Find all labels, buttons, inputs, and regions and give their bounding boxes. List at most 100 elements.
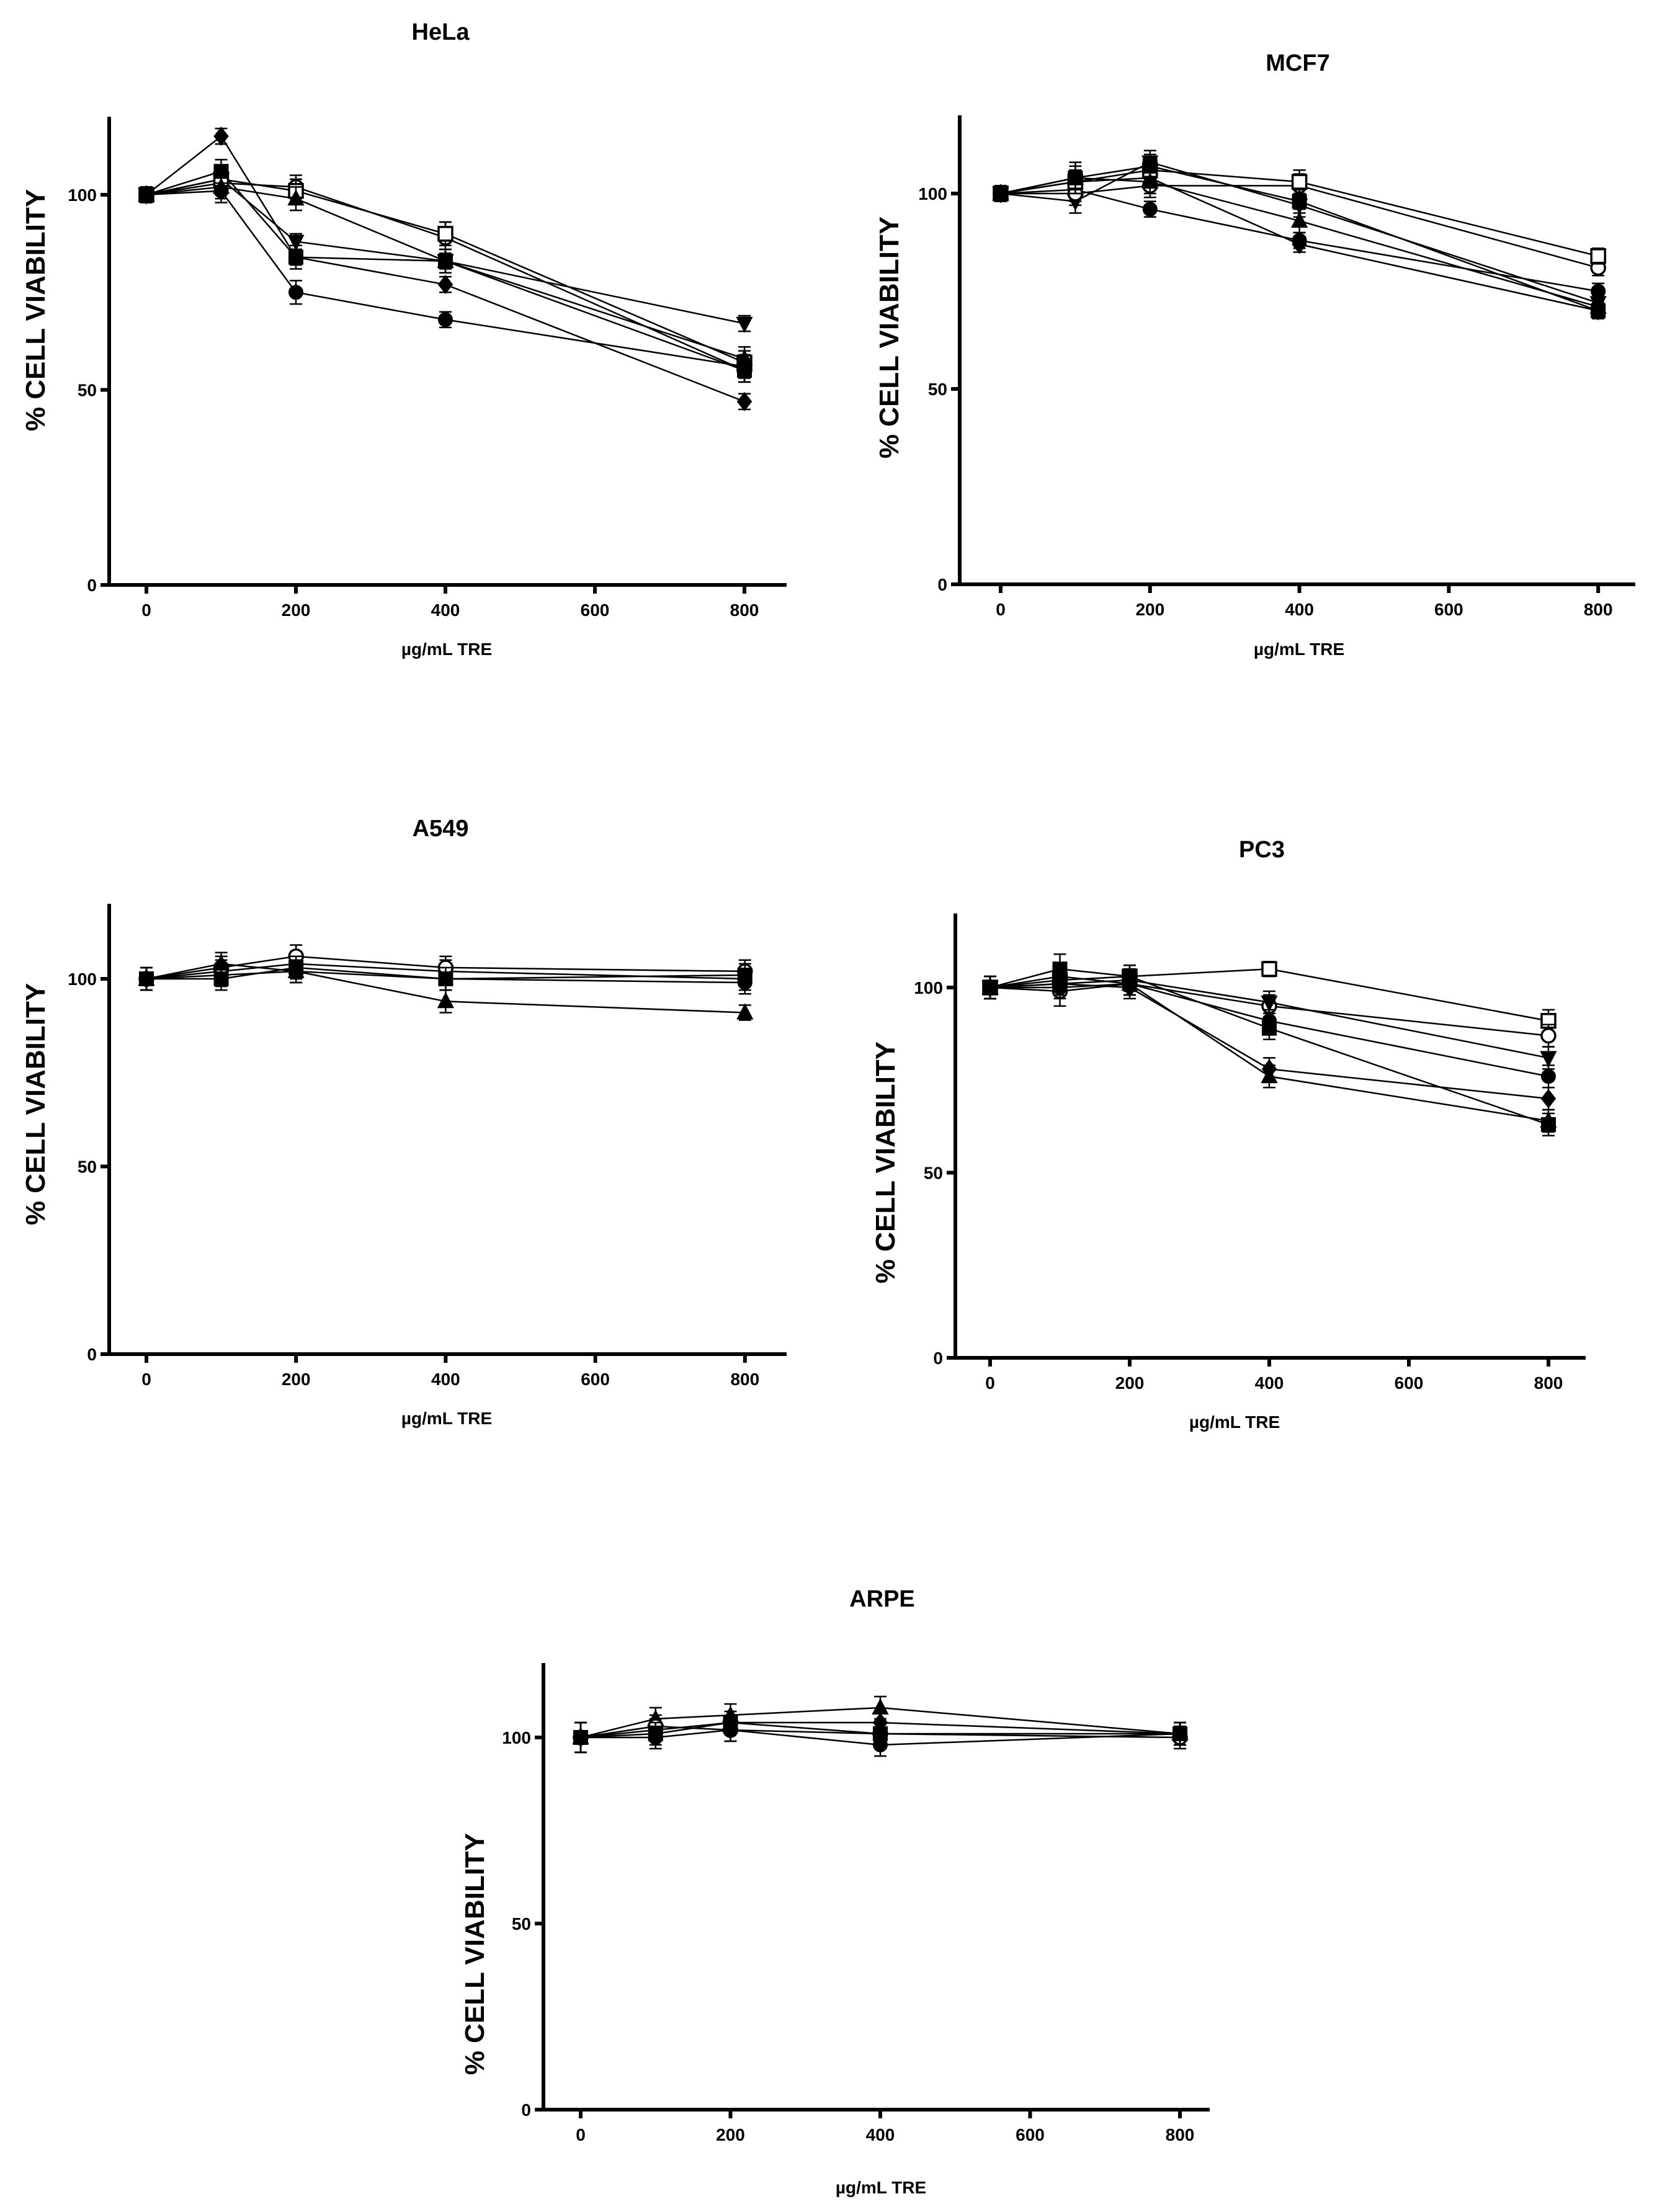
data-point-mcf7-6-1 (1068, 170, 1083, 185)
data-point-hela-5-1 (212, 177, 230, 194)
x-tick-label-a549-400: 400 (431, 1370, 460, 1389)
x-tick-label-hela-0: 0 (141, 600, 151, 620)
y-tick-label-hela-50: 50 (78, 381, 97, 400)
x-tick-label-a549-0: 0 (141, 1370, 151, 1389)
data-point-a549-4-1 (213, 971, 229, 986)
data-point-mcf7-5-3 (1290, 211, 1308, 228)
x-tick-label-mcf7-800: 800 (1584, 600, 1613, 619)
data-point-pc3-5-3 (1261, 1067, 1278, 1084)
data-point-hela-6-0 (139, 187, 154, 202)
data-point-hela-0-4 (736, 391, 753, 411)
y-tick-label-a549-100: 100 (68, 970, 97, 989)
x-tick-label-a549-200: 200 (282, 1370, 311, 1389)
data-point-arpe-4-0 (573, 1730, 588, 1745)
panel-arpe: ARPE % CELL VIABILITY µg/mL TRE 0 50 100 0 2… (460, 1586, 1210, 2197)
y-tick-label-hela-100: 100 (68, 185, 97, 205)
data-point-a549-4-4 (737, 967, 753, 983)
x-tick-label-mcf7-600: 600 (1434, 600, 1463, 619)
y-tick-label-mcf7-0: 0 (937, 575, 947, 594)
panel-pc3: PC3 % CELL VIABILITY µg/mL TRE 0 50 100 0 20… (870, 837, 1586, 1432)
data-point-mcf7-6-2 (1142, 158, 1158, 174)
data-point-hela-1-3 (438, 312, 453, 328)
panel-title-a549: A549 (413, 816, 469, 842)
data-point-mcf7-6-0 (993, 186, 1008, 201)
x-tick-label-a549-800: 800 (730, 1370, 759, 1389)
x-tick-label-pc3-200: 200 (1115, 1373, 1145, 1393)
x-tick-label-pc3-800: 800 (1534, 1373, 1563, 1393)
y-tick-label-a549-0: 0 (87, 1345, 97, 1364)
data-point-mcf7-5-2 (1141, 172, 1159, 189)
data-point-a549-3-3 (437, 992, 455, 1009)
series-pc3-6 (983, 953, 1556, 1137)
x-tick-label-mcf7-200: 200 (1135, 600, 1164, 619)
data-point-hela-4-3 (437, 226, 453, 242)
data-point-a549-3-4 (736, 1003, 754, 1020)
data-point-arpe-4-4 (1172, 1726, 1187, 1741)
x-tick-label-hela-400: 400 (431, 600, 460, 620)
data-point-pc3-3-4 (1541, 1069, 1556, 1084)
data-point-mcf7-1-3 (1292, 233, 1307, 248)
x-axis-label-mcf7: µg/mL TRE (1254, 640, 1344, 659)
x-tick-label-a549-600: 600 (581, 1370, 610, 1389)
series-mcf7-6 (993, 153, 1606, 319)
plot-area-pc3: 0 50 100 0 200 400 600 800 (914, 913, 1586, 1393)
plot-area-mcf7: 0 50 100 0 200 400 600 800 (918, 115, 1635, 619)
data-point-mcf7-4-4 (1590, 248, 1606, 264)
data-point-pc3-4-4 (1540, 1089, 1557, 1108)
x-tick-label-arpe-200: 200 (716, 2125, 745, 2144)
data-point-pc3-6-3 (1262, 1020, 1277, 1036)
y-tick-label-arpe-50: 50 (512, 1914, 531, 1933)
data-point-pc3-2-4 (1540, 1051, 1557, 1068)
x-tick-label-arpe-600: 600 (1016, 2125, 1045, 2144)
y-axis-label-hela: % CELL VIABILITY (20, 189, 51, 431)
x-tick-label-mcf7-400: 400 (1285, 600, 1314, 619)
plot-area-a549: 0 50 100 0 200 400 600 800 (68, 904, 787, 1389)
x-tick-label-arpe-0: 0 (576, 2125, 586, 2144)
data-point-pc3-6-4 (1541, 1117, 1556, 1132)
data-point-pc3-6-0 (983, 980, 998, 995)
data-point-a549-4-2 (288, 960, 304, 975)
series-arpe-4 (573, 1710, 1187, 1754)
panel-mcf7: MCF7 % CELL VIABILITY µg/mL TRE 0 50 100 0 2… (874, 50, 1635, 659)
data-point-hela-6-4 (737, 363, 752, 378)
x-tick-label-pc3-0: 0 (985, 1373, 995, 1393)
panel-title-mcf7: MCF7 (1266, 50, 1329, 76)
data-point-pc3-0-3 (1261, 961, 1277, 977)
data-point-pc3-1-4 (1540, 1027, 1557, 1044)
y-tick-label-arpe-100: 100 (502, 1728, 531, 1747)
data-point-mcf7-6-4 (1591, 303, 1606, 318)
x-tick-label-hela-800: 800 (730, 600, 759, 620)
data-point-mcf7-6-3 (1292, 194, 1307, 209)
series-hela-6 (139, 159, 752, 383)
plot-area-arpe: 0 50 100 0 200 400 600 800 (502, 1663, 1210, 2144)
y-tick-label-pc3-0: 0 (933, 1349, 943, 1368)
panel-hela: HeLa % CELL VIABILITY µg/mL TRE 0 50 100 0 2… (20, 19, 787, 659)
data-point-hela-1-2 (288, 285, 303, 300)
data-point-a549-4-0 (139, 971, 154, 986)
series-a549-4 (139, 955, 753, 991)
x-tick-label-arpe-800: 800 (1166, 2125, 1195, 2144)
data-point-hela-2-2 (287, 234, 305, 251)
y-tick-label-arpe-0: 0 (521, 2100, 531, 2120)
y-tick-label-hela-0: 0 (87, 576, 97, 595)
data-point-hela-0-3 (437, 275, 453, 295)
y-tick-label-a549-50: 50 (78, 1157, 97, 1177)
x-axis-label-a549: µg/mL TRE (401, 1409, 492, 1428)
x-tick-label-hela-600: 600 (581, 600, 610, 620)
data-point-arpe-4-1 (648, 1726, 663, 1741)
x-axis-label-hela: µg/mL TRE (401, 640, 492, 659)
y-axis-label-mcf7: % CELL VIABILITY (874, 216, 904, 458)
panel-a549: A549 % CELL VIABILITY µg/mL TRE 0 50 100 0 2… (20, 816, 787, 1428)
y-tick-label-pc3-100: 100 (914, 978, 943, 997)
panel-title-arpe: ARPE (849, 1586, 915, 1612)
y-axis-label-a549: % CELL VIABILITY (20, 983, 51, 1225)
x-tick-label-arpe-400: 400 (866, 2125, 895, 2144)
data-point-hela-5-2 (287, 189, 305, 206)
data-point-hela-2-4 (736, 316, 753, 333)
x-tick-label-pc3-400: 400 (1255, 1373, 1284, 1393)
data-point-a549-4-3 (438, 971, 453, 986)
data-point-pc3-2-3 (1261, 995, 1278, 1012)
x-tick-label-pc3-600: 600 (1395, 1373, 1424, 1393)
y-tick-label-mcf7-50: 50 (928, 380, 947, 399)
